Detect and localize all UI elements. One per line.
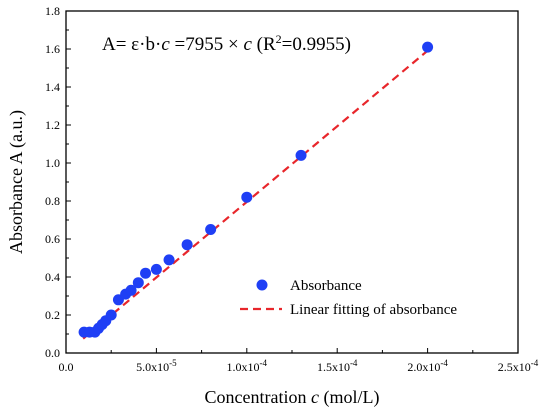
x-axis-title-unit: (mol/L) xyxy=(319,387,380,408)
y-axis-title: Absorbance A (a.u.) xyxy=(6,110,27,254)
y-tick-label: 1.0 xyxy=(45,156,60,170)
y-tick-label: 0.0 xyxy=(45,346,60,360)
x-tick-label: 0.0 xyxy=(59,360,74,374)
data-point xyxy=(132,277,144,289)
y-tick-label: 0.4 xyxy=(45,270,60,284)
x-tick-label: 2.5x10-4 xyxy=(498,358,539,374)
regression-equation: A= ε·b·c =7955 × c (R2=0.9955) xyxy=(102,32,351,55)
data-point xyxy=(422,41,434,53)
fit-line-layer xyxy=(82,49,429,340)
x-axis-title-variable: c xyxy=(311,387,319,407)
x-axis-title-main: Concentration xyxy=(205,387,311,407)
y-tick-label: 1.2 xyxy=(45,118,60,132)
equation-r-open: (R xyxy=(252,34,276,55)
x-tick-label: 1.0x10-4 xyxy=(227,358,268,374)
data-point xyxy=(105,309,117,321)
legend-label-linear-fit: Linear fitting of absorbance xyxy=(290,302,457,318)
linear-fit-line xyxy=(82,49,429,340)
equation-variable-c: c xyxy=(161,34,170,55)
data-points-layer xyxy=(78,41,434,338)
x-tick-label: 1.5x10-4 xyxy=(317,358,358,374)
data-point xyxy=(295,149,307,161)
equation-variable-c-2: c xyxy=(243,34,252,55)
y-tick-label: 1.8 xyxy=(45,4,60,18)
data-point xyxy=(241,191,253,203)
data-point xyxy=(125,284,137,296)
y-tick-label: 0.8 xyxy=(45,194,60,208)
data-point xyxy=(205,224,217,235)
axis-ticks: 0.0 5.0x10-5 1.0x10-4 1.5x10-4 2.0x10-4 2.5x1… xyxy=(45,4,539,374)
legend: Absorbance Linear fitting of absorbance xyxy=(240,278,457,318)
y-tick-label: 0.2 xyxy=(45,308,60,322)
data-point xyxy=(163,254,175,266)
equation-slope: =7955 × xyxy=(170,34,244,55)
x-axis-title: Concentration c (mol/L) xyxy=(205,387,380,408)
equation-r-superscript: 2 xyxy=(276,32,282,46)
legend-label-absorbance: Absorbance xyxy=(290,278,362,294)
equation-prefix: A= ε·b· xyxy=(102,34,161,55)
data-point xyxy=(181,239,193,251)
y-tick-label: 1.4 xyxy=(45,80,60,94)
legend-marker-absorbance xyxy=(256,279,268,291)
x-tick-label: 5.0x10-5 xyxy=(136,358,177,374)
data-point xyxy=(150,263,162,275)
x-tick-label: 2.0x10-4 xyxy=(407,358,448,374)
data-point xyxy=(140,267,152,279)
equation-r-value: =0.9955) xyxy=(282,34,351,55)
y-tick-label: 0.6 xyxy=(45,232,60,246)
y-tick-label: 1.6 xyxy=(45,42,60,56)
